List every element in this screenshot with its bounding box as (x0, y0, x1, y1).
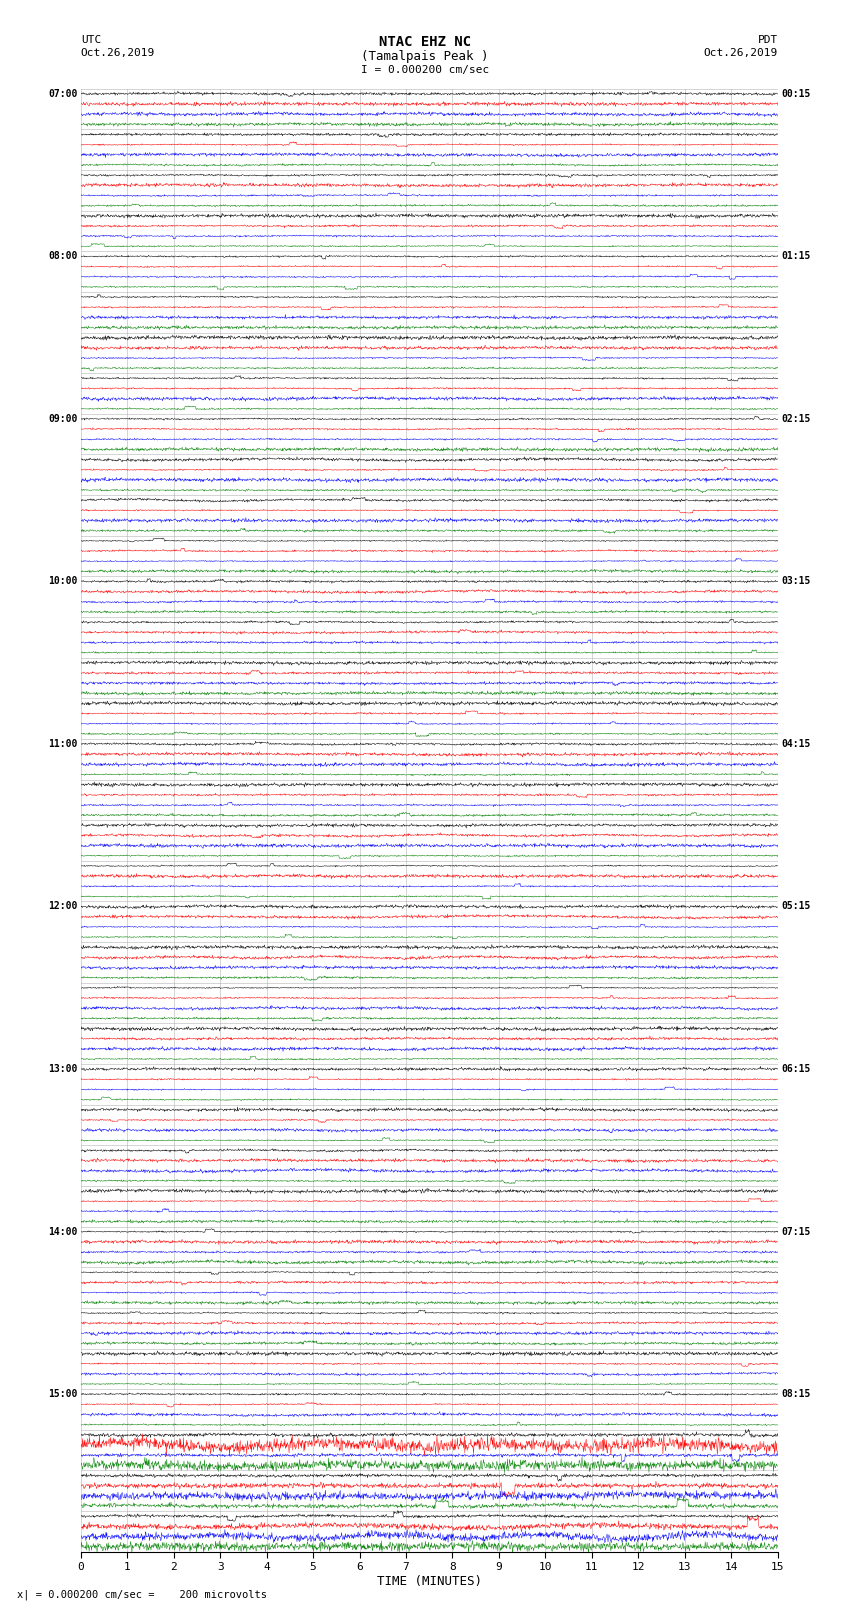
Text: (Tamalpais Peak ): (Tamalpais Peak ) (361, 50, 489, 63)
Text: 04:15: 04:15 (781, 739, 811, 748)
Text: 00:15: 00:15 (781, 89, 811, 98)
Text: 15:00: 15:00 (48, 1389, 77, 1398)
Text: 10:00: 10:00 (48, 576, 77, 587)
Text: 08:00: 08:00 (48, 252, 77, 261)
Text: 13:00: 13:00 (48, 1065, 77, 1074)
Text: Oct.26,2019: Oct.26,2019 (81, 48, 155, 58)
Text: UTC: UTC (81, 35, 101, 45)
X-axis label: TIME (MINUTES): TIME (MINUTES) (377, 1574, 482, 1587)
Text: 07:15: 07:15 (781, 1226, 811, 1237)
Text: 11:00: 11:00 (48, 739, 77, 748)
Text: 12:00: 12:00 (48, 902, 77, 911)
Text: 01:15: 01:15 (781, 252, 811, 261)
Text: 09:00: 09:00 (48, 415, 77, 424)
Text: NTAC EHZ NC: NTAC EHZ NC (379, 35, 471, 50)
Text: I = 0.000200 cm/sec: I = 0.000200 cm/sec (361, 65, 489, 74)
Text: 07:00: 07:00 (48, 89, 77, 98)
Text: x| = 0.000200 cm/sec =    200 microvolts: x| = 0.000200 cm/sec = 200 microvolts (17, 1589, 267, 1600)
Text: 14:00: 14:00 (48, 1226, 77, 1237)
Text: 02:15: 02:15 (781, 415, 811, 424)
Text: 05:15: 05:15 (781, 902, 811, 911)
Text: Oct.26,2019: Oct.26,2019 (704, 48, 778, 58)
Text: PDT: PDT (757, 35, 778, 45)
Text: 06:15: 06:15 (781, 1065, 811, 1074)
Text: 03:15: 03:15 (781, 576, 811, 587)
Text: 08:15: 08:15 (781, 1389, 811, 1398)
